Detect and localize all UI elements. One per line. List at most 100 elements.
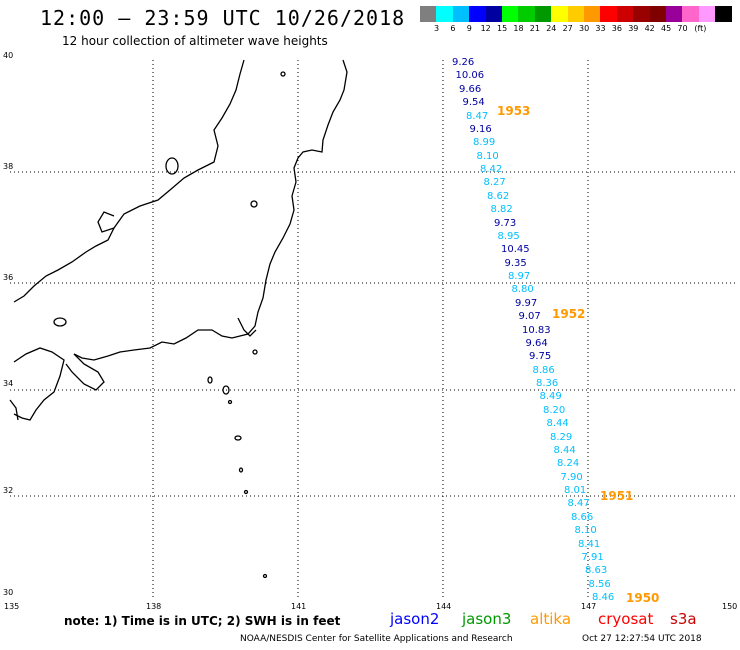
island-inland-2 [227,399,233,405]
wave-height-label: 8.29 [550,431,573,443]
coastline [9,59,348,579]
coast-kii [65,353,105,391]
time-label: 1953 [497,104,531,118]
wave-height-label: 8.24 [557,458,580,470]
legend-label: 12 [480,24,491,33]
legend-swatch [518,6,536,22]
wave-height-label: 9.75 [529,351,552,363]
legend-swatch [551,6,569,22]
lat-label: 32 [3,486,14,495]
wave-height-label: 9.66 [459,83,482,95]
generation-timestamp: Oct 27 12:27:54 UTC 2018 [582,634,702,644]
lat-label: 36 [3,273,14,282]
wave-height-label: 8.47 [466,110,489,122]
credit-line: NOAA/NESDIS Center for Satellite Applica… [240,634,513,644]
wave-height-label: 9.07 [518,311,541,323]
legend-swatch [584,6,601,22]
satellite-cryosat: cryosat [598,610,654,628]
lat-label: 40 [3,51,14,60]
wave-height-label: 9.97 [515,297,538,309]
wave-height-label: 8.97 [508,271,531,282]
wave-height-label: 9.35 [504,257,527,269]
legend-label: 36 [611,24,622,33]
legend-label: 42 [644,24,655,33]
wave-height-label: 10.45 [501,244,530,256]
island-izu-5 [262,573,268,579]
wave-height-label: 9.16 [469,123,492,135]
lon-label: 147 [581,602,597,611]
legend-label: 21 [529,24,540,33]
lat-lon-grid [10,60,735,600]
wave-height-label: 8.01 [564,485,587,496]
coast-sea-of-japan [13,59,245,303]
legend-swatch [715,6,733,22]
wave-height-label: 8.27 [483,177,506,189]
legend-swatch [666,6,683,22]
legend-swatch [452,6,470,22]
legend-swatch [600,6,618,22]
wave-height-label: 8.49 [539,391,562,403]
island-sado [165,157,179,175]
time-label: 1951 [600,489,634,503]
wave-height-label: 8.42 [480,164,503,175]
wave-height-label: 8.46 [592,592,615,603]
legend-swatch [534,6,552,22]
legend-swatch [633,6,651,22]
legend-label: 18 [513,24,524,33]
wave-height-label: 9.73 [494,217,517,229]
lon-label: 141 [291,602,307,611]
legend-label: 3 [433,24,440,33]
legend-swatch [436,6,454,22]
wave-height-label: 8.99 [473,137,496,149]
wave-height-label: 8.56 [588,578,611,590]
page-title: 12:00 – 23:59 UTC 10/26/2018 [40,6,406,30]
legend-swatch [469,6,487,22]
legend-label: 45 [661,24,672,33]
island-lake [250,200,258,208]
island-izu-4 [243,489,249,495]
lat-label: 30 [3,588,14,597]
coast-noto [97,211,115,233]
wave-height-label: 9.54 [462,97,485,109]
legend-unit: (ft) [694,24,707,33]
legend-label: 70 [677,24,688,33]
coast-kyushu [9,399,19,421]
wave-height-label: 10.83 [522,324,551,336]
legend-label: 24 [546,24,557,33]
color-legend: 3 6 9 12 15 18 21 24 27 30 33 36 39 42 45 70 (ft) [420,4,733,38]
wave-height-label: 8.41 [578,538,601,550]
wave-height-label: 8.66 [571,511,594,523]
island-izu-2 [234,435,242,441]
coast-tohoku-east [73,59,348,361]
wave-height-label: 8.95 [497,230,520,242]
legend-label: 27 [562,24,573,33]
lon-label: 144 [436,602,452,611]
wave-height-label: 9.64 [525,337,548,349]
lon-label: 150 [722,602,738,611]
legend-swatch [485,6,503,22]
coast-shikoku [13,347,65,421]
wave-height-label: 8.82 [490,204,513,216]
legend-label: 33 [595,24,606,33]
wave-height-label: 8.44 [553,444,576,456]
wave-height-label: 8.44 [546,418,569,430]
wave-height-label: 8.20 [543,404,566,416]
lat-label: 38 [3,162,14,171]
island-awaji [53,317,67,327]
satellite-jason3: jason3 [462,610,512,628]
wave-height-label: 8.80 [511,284,534,296]
legend-swatch [649,6,667,22]
satellite-jason2: jason2 [390,610,440,628]
legend-label: 9 [466,24,472,33]
legend-swatch [420,6,437,22]
wave-height-label: 8.10 [574,525,597,537]
wave-height-label: 8.62 [487,190,510,202]
legend-swatch [567,6,585,22]
lon-label: 138 [146,602,162,611]
page-subtitle: 12 hour collection of altimeter wave hei… [62,34,328,48]
legend-swatch [616,6,634,22]
time-label: 1950 [626,591,660,605]
legend-swatch [698,6,716,22]
island-izu-1 [222,385,230,395]
wave-height-label: 7.91 [581,551,604,563]
